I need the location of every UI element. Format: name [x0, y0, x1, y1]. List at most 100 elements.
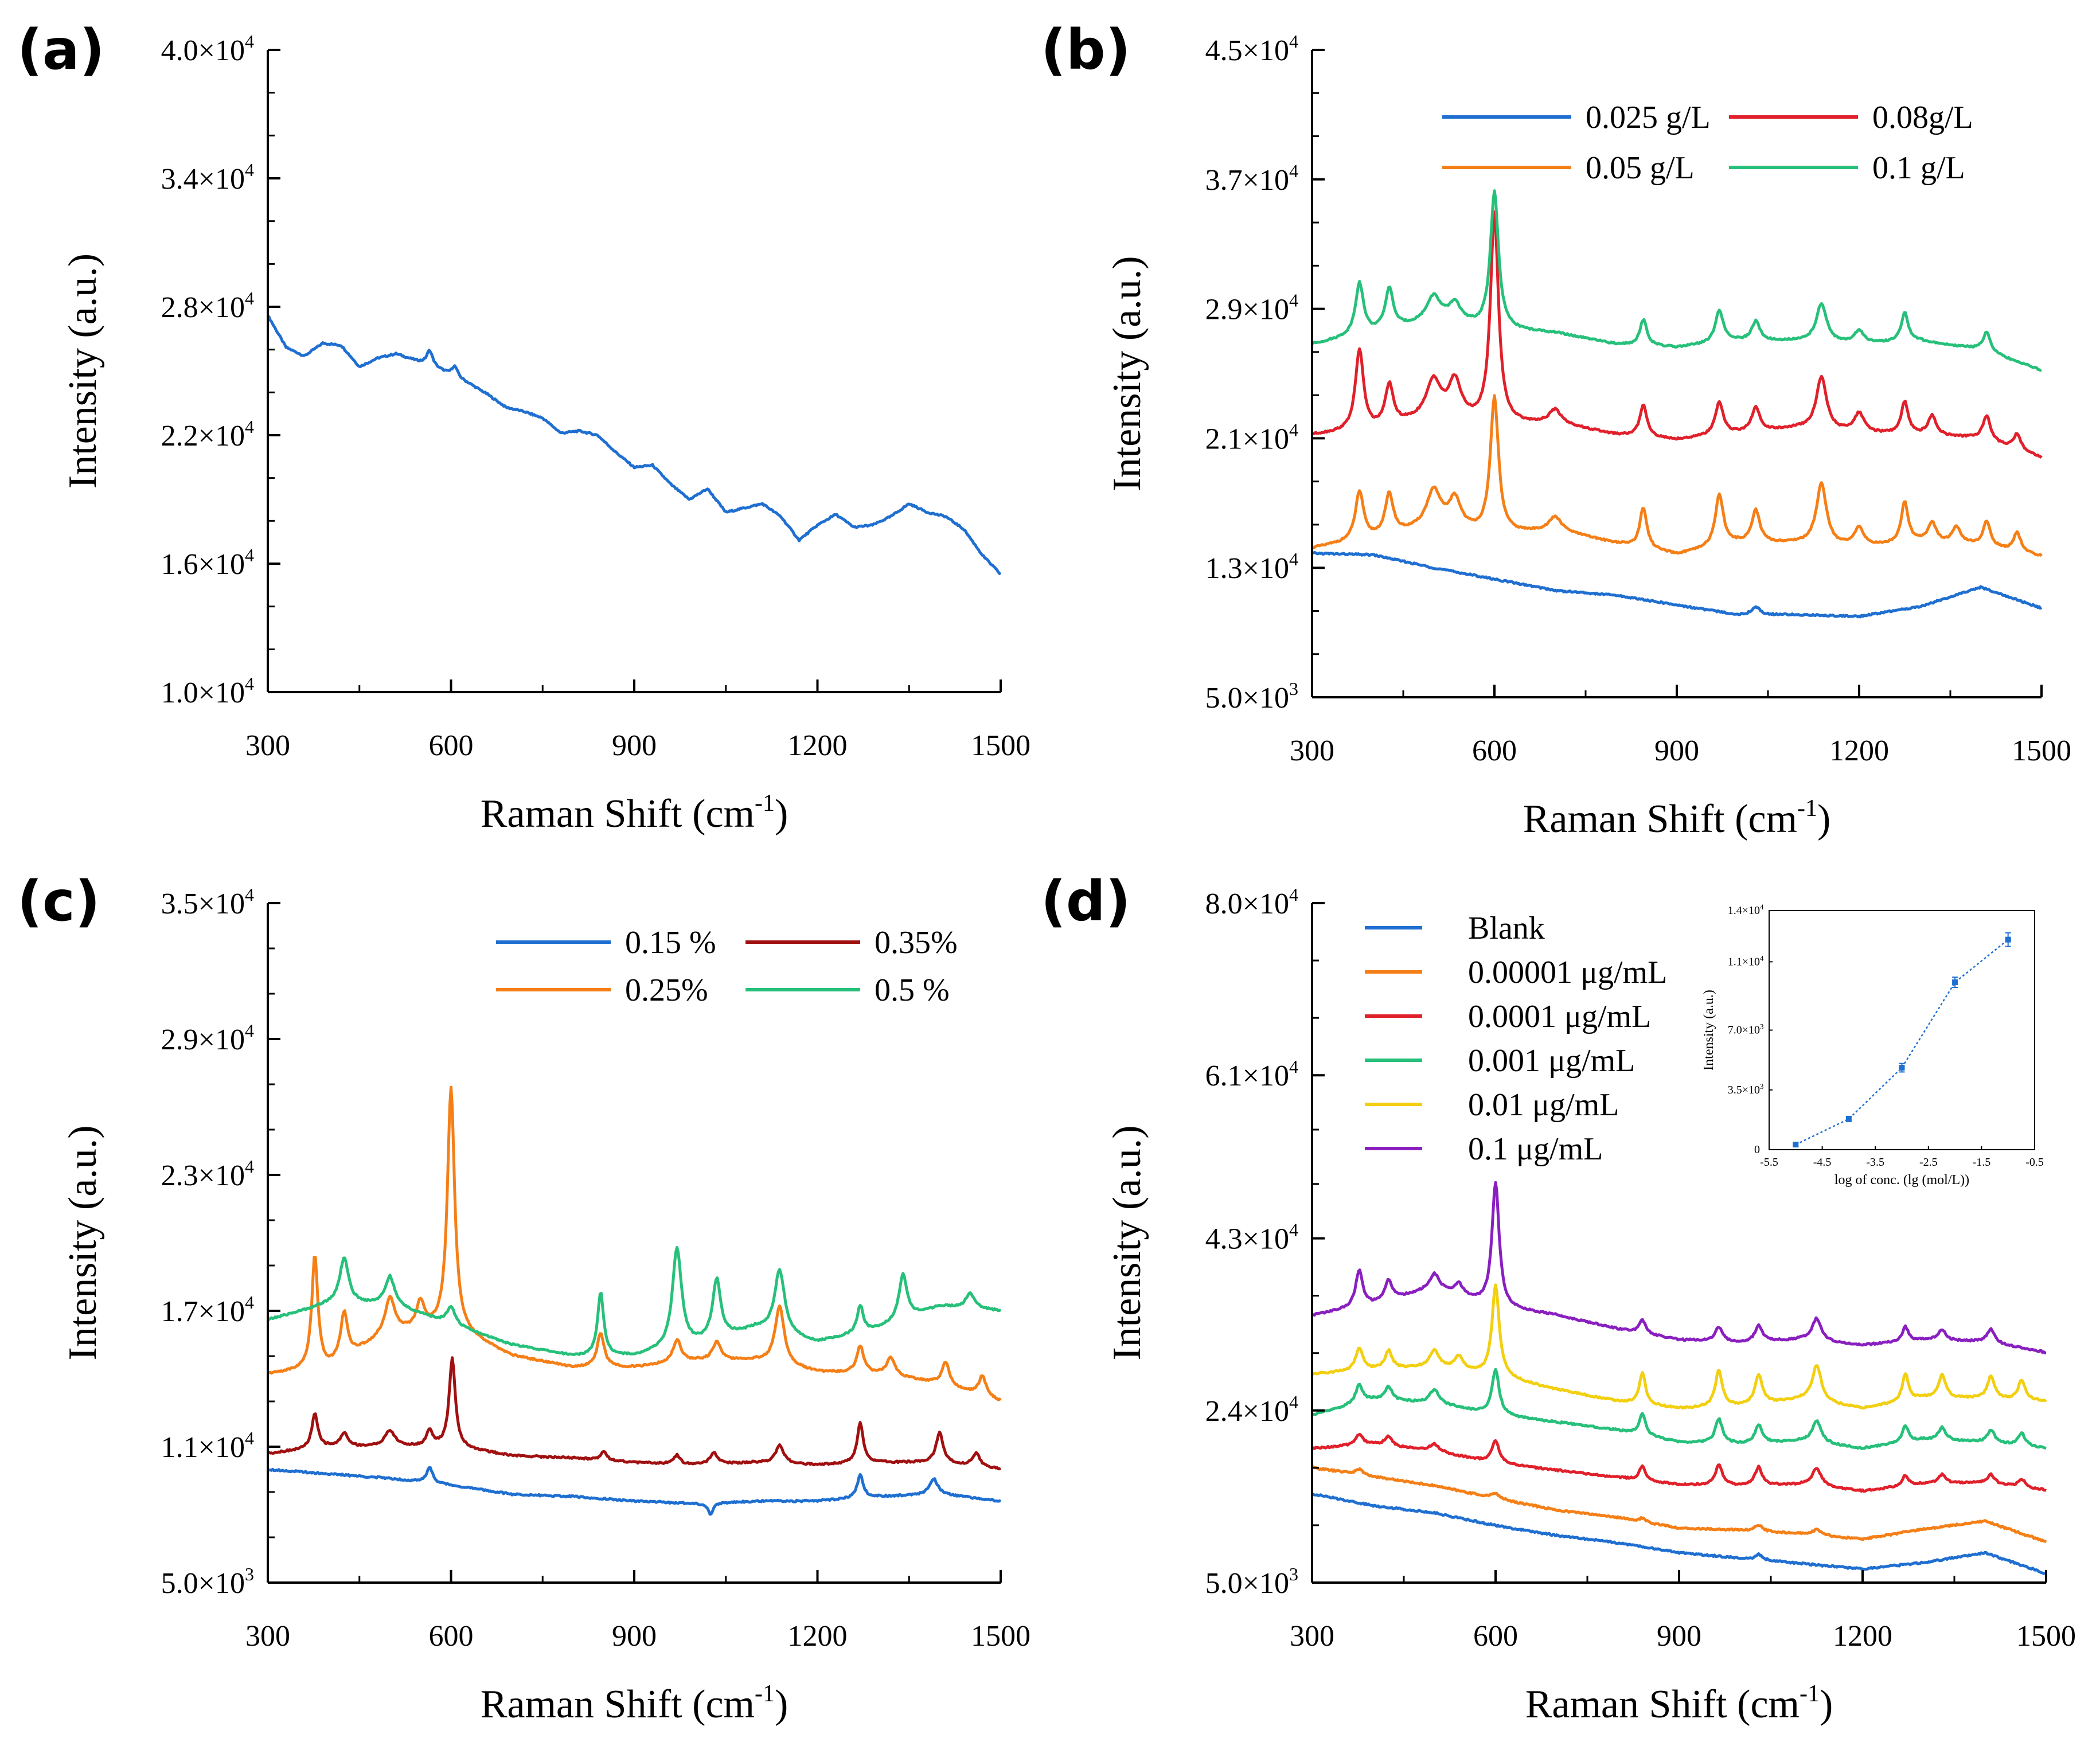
- x-tick-label: 300: [1290, 735, 1334, 767]
- inset-data-point: [2005, 936, 2011, 943]
- inset-x-tick-label: -2.5: [1919, 1156, 1938, 1169]
- y-tick-label: 1.7×10: [161, 1295, 245, 1328]
- x-axis-title: Raman Shift (cm-1): [1523, 795, 1831, 841]
- y-tick-label: 3.4×10: [161, 163, 245, 196]
- inset-x-tick-label: -0.5: [2025, 1156, 2044, 1169]
- y-tick-exponent: 4: [245, 159, 254, 180]
- y-tick-exponent: 3: [1289, 678, 1298, 699]
- x-tick-label: 1200: [1829, 735, 1889, 767]
- inset-x-tick-label: -3.5: [1866, 1156, 1884, 1169]
- panel-c: (c)5.0×10 31.1×10 41.7×10 42.3×10 42.9×10 43.…: [17, 869, 1031, 1727]
- y-tick-exponent: 4: [1289, 884, 1298, 905]
- legend-label: 0.1 g/L: [1872, 150, 1965, 186]
- y-axis-title: Intensity (a.u.): [1105, 256, 1149, 491]
- inset-x-axis-title: log of conc. (lg (mol/L)): [1834, 1173, 1969, 1188]
- series-line: [1311, 1181, 2047, 1354]
- inset-frame: [1769, 910, 2035, 1150]
- series-line: [1311, 1283, 2047, 1410]
- x-tick-label: 900: [612, 1620, 657, 1653]
- y-tick-exponent: 4: [245, 884, 254, 905]
- legend-label: 0.5 %: [875, 973, 950, 1008]
- x-tick-label: 600: [429, 1620, 474, 1653]
- x-tick-label: 1500: [971, 729, 1031, 762]
- x-tick-label: 1500: [971, 1620, 1031, 1653]
- x-tick-label: 900: [1654, 735, 1699, 767]
- y-tick-exponent: 4: [1289, 161, 1298, 181]
- series-line: [267, 1466, 1001, 1516]
- x-tick-label: 600: [429, 729, 474, 762]
- y-tick-exponent: 4: [245, 673, 254, 694]
- inset-y-tick-label: 1.1×10: [1728, 955, 1760, 968]
- inset-chart: 03.5×10 37.0×10 31.1×10 41.4×10 4-5.5 -4.5 -3.…: [1701, 903, 2044, 1188]
- y-axis-title: Intensity (a.u.): [61, 253, 105, 489]
- inset-y-tick-label: 3.5×10: [1728, 1084, 1760, 1096]
- x-axis-title: Raman Shift (cm-1): [1525, 1681, 1833, 1727]
- inset-y-axis-title: Intensity (a.u.): [1701, 990, 1716, 1071]
- series-line: [1311, 1432, 2047, 1493]
- panel-b: (b)5.0×10 31.3×10 42.1×10 42.9×10 43.7×10 44.…: [1041, 18, 2071, 841]
- legend: 0.025 g/L 0.08g/L 0.05 g/L 0.1 g/L: [1442, 100, 1973, 186]
- y-tick-label: 8.0×10: [1205, 888, 1289, 920]
- inset-y-tick-label: 7.0×10: [1728, 1024, 1760, 1037]
- y-tick-exponent: 4: [1289, 419, 1298, 440]
- series-line: [1311, 551, 2043, 619]
- x-tick-label: 300: [1290, 1620, 1334, 1653]
- legend-label: 0.025 g/L: [1586, 100, 1711, 135]
- y-tick-exponent: 4: [245, 1156, 254, 1177]
- y-tick-label: 2.9×10: [1205, 294, 1289, 326]
- inset-data-point: [1793, 1142, 1799, 1148]
- inset-y-tick-label: 1.4×10: [1728, 904, 1760, 917]
- x-tick-label: 600: [1472, 735, 1517, 767]
- y-tick-exponent: 3: [245, 1564, 254, 1584]
- y-axis-title: Intensity (a.u.): [61, 1125, 105, 1360]
- legend-label: 0.001 μg/mL: [1468, 1043, 1635, 1079]
- x-tick-label: 1200: [788, 729, 848, 762]
- panel-label: (c): [17, 869, 100, 934]
- x-tick-label: 900: [1657, 1620, 1701, 1653]
- y-tick-label: 1.6×10: [161, 548, 245, 581]
- panel-label: (a): [17, 18, 105, 82]
- y-tick-label: 4.3×10: [1205, 1223, 1289, 1256]
- x-tick-label: 1500: [2016, 1620, 2076, 1653]
- legend-label: 0.15 %: [625, 925, 716, 960]
- inset-y-tick-exponent: 4: [1760, 954, 1764, 962]
- x-tick-label: 300: [245, 1620, 290, 1653]
- x-axis-title: Raman Shift (cm-1): [481, 1681, 789, 1727]
- legend-label: 0.0001 μg/mL: [1468, 999, 1651, 1034]
- y-tick-label: 6.1×10: [1205, 1060, 1289, 1092]
- y-tick-label: 5.0×10: [1205, 1567, 1289, 1600]
- panel-a: (a)1.0×10 41.6×10 42.2×10 42.8×10 43.4×10 44.…: [17, 18, 1031, 836]
- y-tick-exponent: 4: [245, 1020, 254, 1041]
- y-tick-exponent: 3: [1289, 1564, 1298, 1584]
- x-tick-label: 300: [245, 729, 290, 762]
- inset-x-tick-label: -4.5: [1813, 1156, 1832, 1169]
- inset-data-point: [1952, 979, 1958, 986]
- y-tick-exponent: 4: [1289, 1392, 1298, 1412]
- legend-label: Blank: [1468, 911, 1545, 946]
- series-line: [1311, 1493, 2047, 1576]
- y-tick-exponent: 4: [245, 1292, 254, 1313]
- inset-y-tick-exponent: 4: [1760, 903, 1764, 911]
- series-line: [267, 1085, 1002, 1401]
- x-tick-label: 1500: [2012, 735, 2071, 767]
- x-axis-title: Raman Shift (cm-1): [481, 790, 789, 836]
- inset-x-tick-label: -1.5: [1973, 1156, 1991, 1169]
- inset-y-tick-label: 0: [1754, 1143, 1760, 1156]
- legend-label: 0.35%: [875, 925, 958, 960]
- y-axis-title: Intensity (a.u.): [1105, 1125, 1149, 1360]
- legend: Blank 0.00001 μg/mL 0.0001 μg/mL 0.001 μg/m…: [1365, 911, 1667, 1167]
- y-tick-exponent: 4: [245, 1428, 254, 1448]
- x-tick-label: 1200: [788, 1620, 848, 1653]
- y-tick-label: 2.4×10: [1205, 1395, 1289, 1428]
- y-tick-label: 2.2×10: [161, 420, 245, 452]
- y-tick-label: 5.0×10: [1205, 682, 1289, 714]
- inset-data-point: [1845, 1116, 1852, 1122]
- legend-label: 0.00001 μg/mL: [1468, 955, 1667, 990]
- y-tick-exponent: 4: [1289, 290, 1298, 311]
- y-tick-label: 1.0×10: [161, 677, 245, 709]
- series-line: [267, 1356, 1001, 1471]
- y-tick-label: 4.5×10: [1205, 34, 1289, 67]
- legend-label: 0.08g/L: [1872, 100, 1973, 135]
- y-tick-label: 4.0×10: [161, 34, 245, 67]
